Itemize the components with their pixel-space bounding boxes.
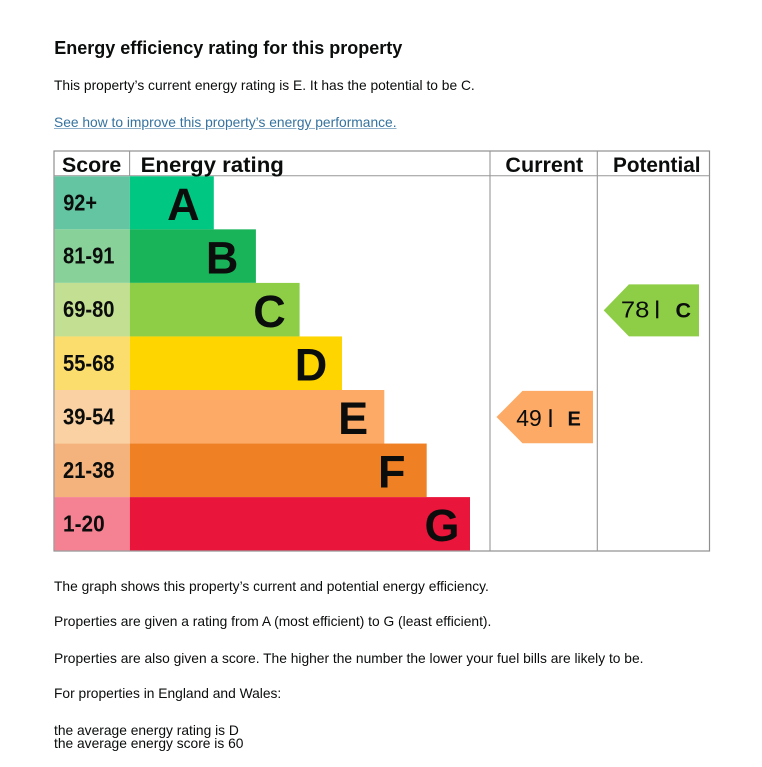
svg-text:B: B <box>206 232 239 283</box>
svg-text:39-54: 39-54 <box>63 403 115 429</box>
svg-text:81-91: 81-91 <box>63 243 115 269</box>
svg-text:69-80: 69-80 <box>63 296 115 322</box>
svg-text:F: F <box>378 447 406 498</box>
svg-text:49: 49 <box>516 405 542 431</box>
svg-text:78: 78 <box>621 297 650 323</box>
svg-text:92+: 92+ <box>63 189 97 215</box>
svg-text:55-68: 55-68 <box>63 350 115 376</box>
svg-text:A: A <box>167 179 200 230</box>
svg-text:C: C <box>253 286 286 337</box>
svg-text:D: D <box>295 340 328 391</box>
svg-text:Score: Score <box>62 153 121 177</box>
svg-text:Potential: Potential <box>613 153 701 177</box>
svg-text:C: C <box>676 299 692 323</box>
svg-text:Energy rating: Energy rating <box>141 153 284 177</box>
svg-text:1-20: 1-20 <box>63 510 105 536</box>
svg-text:E: E <box>568 409 581 431</box>
svg-text:E: E <box>338 393 368 444</box>
svg-text:21-38: 21-38 <box>63 457 115 483</box>
svg-text:Current: Current <box>505 153 583 177</box>
svg-text:G: G <box>424 500 459 551</box>
